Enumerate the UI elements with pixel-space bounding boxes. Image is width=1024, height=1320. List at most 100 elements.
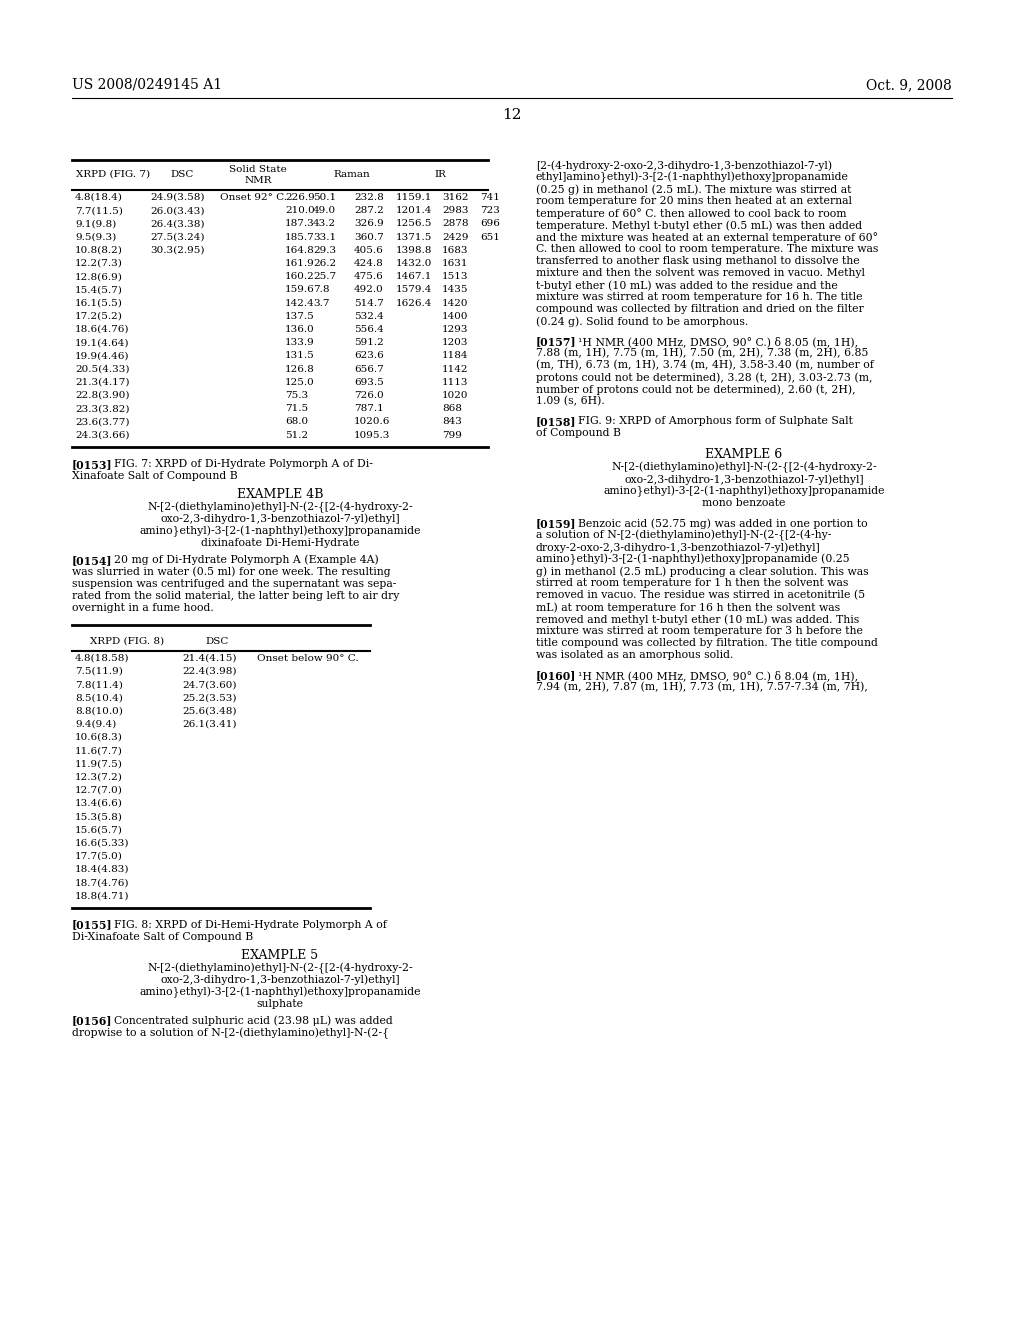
Text: 43.2: 43.2 bbox=[313, 219, 336, 228]
Text: 4.8(18.4): 4.8(18.4) bbox=[75, 193, 123, 202]
Text: temperature of 60° C. then allowed to cool back to room: temperature of 60° C. then allowed to co… bbox=[536, 209, 847, 219]
Text: 1631: 1631 bbox=[442, 259, 469, 268]
Text: 1020.6: 1020.6 bbox=[354, 417, 390, 426]
Text: 137.5: 137.5 bbox=[285, 312, 314, 321]
Text: 623.6: 623.6 bbox=[354, 351, 384, 360]
Text: mixture was stirred at room temperature for 16 h. The title: mixture was stirred at room temperature … bbox=[536, 292, 862, 302]
Text: oxo-2,3-dihydro-1,3-benzothiazol-7-yl)ethyl]: oxo-2,3-dihydro-1,3-benzothiazol-7-yl)et… bbox=[625, 474, 864, 484]
Text: [0154]: [0154] bbox=[72, 554, 113, 566]
Text: Onset 92° C.: Onset 92° C. bbox=[220, 193, 287, 202]
Text: 26.0(3.43): 26.0(3.43) bbox=[150, 206, 205, 215]
Text: [0157]: [0157] bbox=[536, 337, 577, 347]
Text: 12: 12 bbox=[502, 108, 522, 121]
Text: 133.9: 133.9 bbox=[285, 338, 314, 347]
Text: XRPD (FIG. 7): XRPD (FIG. 7) bbox=[76, 170, 151, 180]
Text: 136.0: 136.0 bbox=[285, 325, 314, 334]
Text: 20.5(4.33): 20.5(4.33) bbox=[75, 364, 129, 374]
Text: 10.8(8.2): 10.8(8.2) bbox=[75, 246, 123, 255]
Text: mixture and then the solvent was removed in vacuo. Methyl: mixture and then the solvent was removed… bbox=[536, 268, 865, 279]
Text: 492.0: 492.0 bbox=[354, 285, 384, 294]
Text: 29.3: 29.3 bbox=[313, 246, 336, 255]
Text: 18.8(4.71): 18.8(4.71) bbox=[75, 891, 129, 900]
Text: 1.09 (s, 6H).: 1.09 (s, 6H). bbox=[536, 396, 605, 407]
Text: N-[2-(diethylamino)ethyl]-N-(2-{[2-(4-hydroxy-2-: N-[2-(diethylamino)ethyl]-N-(2-{[2-(4-hy… bbox=[611, 462, 877, 474]
Text: (0.24 g). Solid found to be amorphous.: (0.24 g). Solid found to be amorphous. bbox=[536, 315, 749, 326]
Text: 787.1: 787.1 bbox=[354, 404, 384, 413]
Text: 4.8(18.58): 4.8(18.58) bbox=[75, 653, 129, 663]
Text: 723: 723 bbox=[480, 206, 500, 215]
Text: 24.7(3.60): 24.7(3.60) bbox=[182, 680, 237, 689]
Text: 23.3(3.82): 23.3(3.82) bbox=[75, 404, 129, 413]
Text: 12.7(7.0): 12.7(7.0) bbox=[75, 785, 123, 795]
Text: DSC: DSC bbox=[206, 636, 228, 645]
Text: room temperature for 20 mins then heated at an external: room temperature for 20 mins then heated… bbox=[536, 195, 852, 206]
Text: 514.7: 514.7 bbox=[354, 298, 384, 308]
Text: Oct. 9, 2008: Oct. 9, 2008 bbox=[866, 78, 952, 92]
Text: removed in vacuo. The residue was stirred in acetonitrile (5: removed in vacuo. The residue was stirre… bbox=[536, 590, 865, 601]
Text: 2983: 2983 bbox=[442, 206, 469, 215]
Text: dropwise to a solution of N-[2-(diethylamino)ethyl]-N-(2-{: dropwise to a solution of N-[2-(diethyla… bbox=[72, 1027, 389, 1039]
Text: and the mixture was heated at an external temperature of 60°: and the mixture was heated at an externa… bbox=[536, 232, 878, 243]
Text: 475.6: 475.6 bbox=[354, 272, 384, 281]
Text: 556.4: 556.4 bbox=[354, 325, 384, 334]
Text: 15.3(5.8): 15.3(5.8) bbox=[75, 812, 123, 821]
Text: 21.4(4.15): 21.4(4.15) bbox=[182, 653, 237, 663]
Text: dixinafoate Di-Hemi-Hydrate: dixinafoate Di-Hemi-Hydrate bbox=[201, 537, 359, 548]
Text: ¹H NMR (400 MHz, DMSO, 90° C.) δ 8.04 (m, 1H),: ¹H NMR (400 MHz, DMSO, 90° C.) δ 8.04 (m… bbox=[578, 671, 858, 681]
Text: Solid State: Solid State bbox=[229, 165, 287, 174]
Text: amino}ethyl)-3-[2-(1-naphthyl)ethoxy]propanamide: amino}ethyl)-3-[2-(1-naphthyl)ethoxy]pro… bbox=[139, 986, 421, 998]
Text: EXAMPLE 6: EXAMPLE 6 bbox=[706, 447, 782, 461]
Text: 25.6(3.48): 25.6(3.48) bbox=[182, 706, 237, 715]
Text: 21.3(4.17): 21.3(4.17) bbox=[75, 378, 129, 387]
Text: 19.1(4.64): 19.1(4.64) bbox=[75, 338, 129, 347]
Text: 161.9: 161.9 bbox=[285, 259, 314, 268]
Text: 9.1(9.8): 9.1(9.8) bbox=[75, 219, 117, 228]
Text: 185.7: 185.7 bbox=[285, 232, 314, 242]
Text: 131.5: 131.5 bbox=[285, 351, 314, 360]
Text: 51.2: 51.2 bbox=[285, 430, 308, 440]
Text: 656.7: 656.7 bbox=[354, 364, 384, 374]
Text: oxo-2,3-dihydro-1,3-benzothiazol-7-yl)ethyl]: oxo-2,3-dihydro-1,3-benzothiazol-7-yl)et… bbox=[160, 513, 399, 524]
Text: 210.0: 210.0 bbox=[285, 206, 314, 215]
Text: Concentrated sulphuric acid (23.98 μL) was added: Concentrated sulphuric acid (23.98 μL) w… bbox=[114, 1015, 393, 1026]
Text: 1398.8: 1398.8 bbox=[396, 246, 432, 255]
Text: 18.4(4.83): 18.4(4.83) bbox=[75, 865, 129, 874]
Text: 1371.5: 1371.5 bbox=[396, 232, 432, 242]
Text: of Compound B: of Compound B bbox=[536, 428, 621, 438]
Text: 18.7(4.76): 18.7(4.76) bbox=[75, 878, 129, 887]
Text: US 2008/0249145 A1: US 2008/0249145 A1 bbox=[72, 78, 222, 92]
Text: a solution of N-[2-(diethylamino)ethyl]-N-(2-{[2-(4-hy-: a solution of N-[2-(diethylamino)ethyl]-… bbox=[536, 531, 831, 541]
Text: [0158]: [0158] bbox=[536, 416, 577, 426]
Text: N-[2-(diethylamino)ethyl]-N-(2-{[2-(4-hydroxy-2-: N-[2-(diethylamino)ethyl]-N-(2-{[2-(4-hy… bbox=[147, 502, 413, 513]
Text: 30.3(2.95): 30.3(2.95) bbox=[150, 246, 205, 255]
Text: (0.25 g) in methanol (2.5 mL). The mixture was stirred at: (0.25 g) in methanol (2.5 mL). The mixtu… bbox=[536, 183, 851, 194]
Text: 1142: 1142 bbox=[442, 364, 469, 374]
Text: [0160]: [0160] bbox=[536, 671, 577, 681]
Text: 49.0: 49.0 bbox=[313, 206, 336, 215]
Text: 19.9(4.46): 19.9(4.46) bbox=[75, 351, 129, 360]
Text: 8.5(10.4): 8.5(10.4) bbox=[75, 693, 123, 702]
Text: 2878: 2878 bbox=[442, 219, 469, 228]
Text: 651: 651 bbox=[480, 232, 500, 242]
Text: 17.7(5.0): 17.7(5.0) bbox=[75, 851, 123, 861]
Text: droxy-2-oxo-2,3-dihydro-1,3-benzothiazol-7-yl)ethyl]: droxy-2-oxo-2,3-dihydro-1,3-benzothiazol… bbox=[536, 543, 821, 553]
Text: mixture was stirred at room temperature for 3 h before the: mixture was stirred at room temperature … bbox=[536, 626, 863, 636]
Text: ethyl]amino}ethyl)-3-[2-(1-naphthyl)ethoxy]propanamide: ethyl]amino}ethyl)-3-[2-(1-naphthyl)etho… bbox=[536, 172, 849, 183]
Text: suspension was centrifuged and the supernatant was sepa-: suspension was centrifuged and the super… bbox=[72, 578, 396, 589]
Text: FIG. 7: XRPD of Di-Hydrate Polymorph A of Di-: FIG. 7: XRPD of Di-Hydrate Polymorph A o… bbox=[114, 459, 373, 469]
Text: stirred at room temperature for 1 h then the solvent was: stirred at room temperature for 1 h then… bbox=[536, 578, 848, 587]
Text: 232.8: 232.8 bbox=[354, 193, 384, 202]
Text: 12.8(6.9): 12.8(6.9) bbox=[75, 272, 123, 281]
Text: 11.9(7.5): 11.9(7.5) bbox=[75, 759, 123, 768]
Text: 1020: 1020 bbox=[442, 391, 469, 400]
Text: [0159]: [0159] bbox=[536, 517, 577, 529]
Text: g) in methanol (2.5 mL) producing a clear solution. This was: g) in methanol (2.5 mL) producing a clea… bbox=[536, 566, 868, 577]
Text: IR: IR bbox=[434, 170, 445, 180]
Text: 1201.4: 1201.4 bbox=[396, 206, 432, 215]
Text: 1293: 1293 bbox=[442, 325, 469, 334]
Text: 1113: 1113 bbox=[442, 378, 469, 387]
Text: amino}ethyl)-3-[2-(1-naphthyl)ethoxy]propanamide: amino}ethyl)-3-[2-(1-naphthyl)ethoxy]pro… bbox=[139, 525, 421, 537]
Text: 15.4(5.7): 15.4(5.7) bbox=[75, 285, 123, 294]
Text: 22.4(3.98): 22.4(3.98) bbox=[182, 667, 237, 676]
Text: 7.8: 7.8 bbox=[313, 285, 330, 294]
